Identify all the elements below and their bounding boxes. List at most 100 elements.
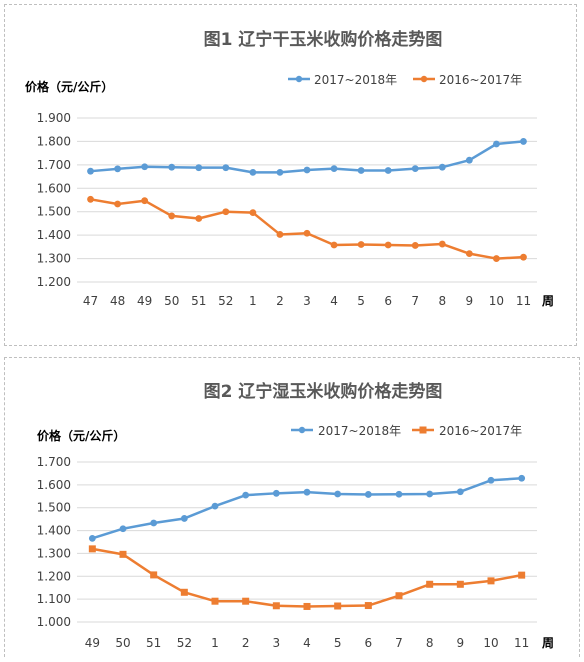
- data-point: [465, 250, 473, 258]
- y-axis-label: 价格（元/公斤）: [37, 428, 125, 443]
- x-tick-label: 3: [303, 294, 311, 308]
- x-tick-label: 11: [514, 636, 529, 650]
- data-point: [88, 545, 96, 553]
- data-point: [222, 164, 230, 172]
- x-tick-label: 52: [218, 294, 233, 308]
- x-tick-label: 6: [384, 294, 392, 308]
- data-point: [114, 200, 121, 208]
- data-point: [150, 571, 158, 579]
- x-tick-label: 4: [303, 636, 311, 650]
- plot-area: 1.200 1.300 1.400 1.500 1.600 1.700 1.800 1.900…: [37, 111, 537, 308]
- y-tick-label: 1.200: [37, 569, 71, 583]
- x-tick-label: 48: [110, 294, 125, 308]
- data-point: [520, 138, 527, 145]
- data-point: [426, 490, 434, 498]
- chart-panel-wet-corn: 图2 辽宁湿玉米收购价格走势图 价格（元/公斤） 周 2017~2018年 20…: [4, 357, 580, 657]
- y-axis-label: 价格（元/公斤）: [25, 79, 113, 94]
- data-point: [119, 550, 127, 558]
- data-point: [518, 571, 526, 579]
- x-tick-label: 49: [85, 636, 100, 650]
- y-tick-label: 1.600: [37, 181, 71, 195]
- data-point: [395, 592, 403, 600]
- data-point: [242, 491, 250, 499]
- legend-marker-series-2: [419, 426, 427, 434]
- data-point: [150, 519, 158, 527]
- x-tick-label: 9: [457, 636, 465, 650]
- data-point: [303, 229, 311, 237]
- x-tick-label: 7: [411, 294, 419, 308]
- data-point: [518, 474, 526, 482]
- data-point: [87, 167, 94, 175]
- x-tick-label: 51: [191, 294, 206, 308]
- y-tick-label: 1.400: [37, 524, 71, 538]
- x-tick-label: 50: [115, 636, 130, 650]
- x-axis-label: 周: [542, 294, 554, 308]
- y-tick-label: 1.700: [37, 158, 71, 172]
- series-line-1: [91, 476, 522, 540]
- data-point: [330, 241, 338, 249]
- x-tick-label: 50: [164, 294, 179, 308]
- x-tick-label: 52: [177, 636, 192, 650]
- data-point: [168, 163, 176, 171]
- x-tick-label: 1: [211, 636, 219, 650]
- y-tick-label: 1.300: [37, 252, 71, 266]
- x-axis-label: 周: [542, 636, 554, 650]
- x-tick-label: 2: [276, 294, 284, 308]
- data-point: [249, 168, 257, 176]
- data-point: [334, 602, 342, 610]
- y-tick-label: 1.900: [37, 111, 71, 125]
- y-tick-label: 1.700: [37, 455, 71, 469]
- chart-panel-dry-corn: 图1 辽宁干玉米收购价格走势图 价格（元/公斤） 周 2017~2018年 20…: [4, 4, 577, 346]
- data-point: [520, 253, 527, 261]
- data-point: [303, 166, 311, 174]
- data-point: [330, 165, 338, 173]
- data-point: [426, 580, 434, 588]
- x-tick-label: 2: [242, 636, 250, 650]
- y-tick-label: 1.500: [37, 205, 71, 219]
- legend-label-series-2: 2016~2017年: [439, 73, 522, 87]
- data-point: [211, 502, 219, 510]
- legend-marker-series-1: [295, 75, 303, 83]
- x-tick-label: 5: [334, 636, 342, 650]
- x-tick-label: 10: [483, 636, 498, 650]
- data-point: [456, 580, 464, 588]
- data-point: [357, 167, 365, 174]
- legend-marker-series-1: [298, 426, 306, 434]
- legend-label-series-1: 2017~2018年: [314, 73, 397, 87]
- x-tick-label: 6: [365, 636, 373, 650]
- x-tick-label: 11: [516, 294, 531, 308]
- data-point: [242, 597, 250, 605]
- data-point: [456, 488, 464, 496]
- y-tick-label: 1.000: [37, 615, 71, 629]
- y-tick-label: 1.200: [37, 275, 71, 289]
- legend-marker-series-2: [420, 75, 428, 83]
- data-point: [364, 491, 372, 498]
- data-point: [180, 515, 188, 522]
- data-point: [334, 490, 342, 498]
- x-tick-label: 8: [438, 294, 446, 308]
- data-point: [438, 240, 446, 248]
- data-point: [141, 163, 149, 171]
- chart-title: 图1 辽宁干玉米收购价格走势图: [204, 29, 443, 50]
- x-tick-label: 9: [466, 294, 474, 308]
- x-tick-label: 3: [273, 636, 281, 650]
- x-tick-label: 49: [137, 294, 152, 308]
- data-point: [276, 168, 284, 176]
- data-point: [493, 140, 500, 148]
- x-tick-label: 10: [489, 294, 504, 308]
- legend-label-series-1: 2017~2018年: [318, 424, 401, 438]
- data-point: [195, 215, 203, 222]
- data-point: [141, 197, 149, 205]
- x-tick-label: 7: [395, 636, 403, 650]
- legend: 2017~2018年 2016~2017年: [291, 424, 522, 438]
- x-tick-label: 1: [249, 294, 257, 308]
- chart-title: 图2 辽宁湿玉米收购价格走势图: [204, 381, 443, 402]
- data-point: [87, 195, 94, 203]
- data-point: [249, 209, 257, 217]
- y-tick-label: 1.600: [37, 478, 71, 492]
- x-tick-label: 4: [330, 294, 338, 308]
- data-point: [272, 489, 280, 497]
- data-point: [180, 588, 188, 596]
- data-point: [222, 208, 230, 216]
- y-tick-label: 1.800: [37, 134, 71, 148]
